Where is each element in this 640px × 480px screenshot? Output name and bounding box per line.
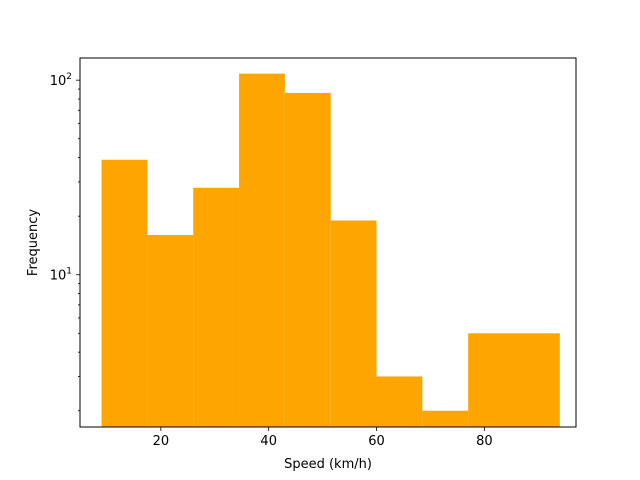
histogram-bar-4 <box>239 73 285 428</box>
histogram-bar-5 <box>284 92 331 427</box>
x-tick-label: 20 <box>153 434 170 449</box>
y-tick-label: 101 <box>50 267 72 284</box>
histogram-bar-8 <box>422 410 469 427</box>
plot-frame <box>79 57 577 428</box>
x-tick-label: 40 <box>260 434 277 449</box>
histogram-bar-6 <box>330 220 377 427</box>
x-axis-ticks: 20 40 60 80 <box>153 427 493 449</box>
histogram-bar-7 <box>376 376 423 427</box>
x-tick-label: 60 <box>368 434 385 449</box>
histogram-bar-9 <box>468 333 514 427</box>
x-axis-label: Speed (km/h) <box>284 457 372 472</box>
histogram-bar-1 <box>101 159 148 427</box>
y-tick-label: 102 <box>50 72 72 89</box>
x-tick-label: 80 <box>476 434 493 449</box>
bars-group <box>101 73 560 428</box>
histogram-bar-10 <box>514 333 560 427</box>
y-axis-ticks: 101 102 <box>50 72 80 412</box>
histogram-bar-3 <box>193 187 240 427</box>
y-axis-label: Frequency <box>26 209 41 276</box>
histogram-bar-2 <box>147 235 194 427</box>
